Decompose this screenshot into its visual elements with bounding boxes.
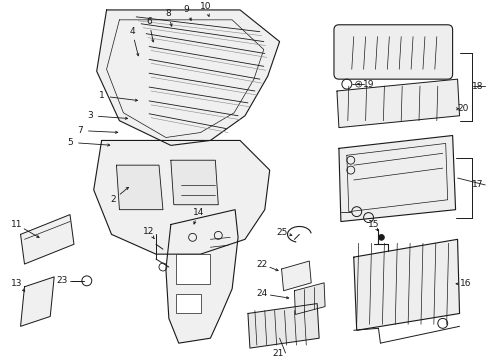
Text: 14: 14 — [192, 208, 204, 217]
Text: 16: 16 — [459, 279, 470, 288]
Text: 21: 21 — [271, 348, 283, 357]
Text: 8: 8 — [164, 9, 170, 18]
Polygon shape — [170, 160, 218, 205]
Text: 2: 2 — [110, 195, 116, 204]
Bar — [175, 294, 200, 314]
Polygon shape — [165, 210, 238, 343]
Polygon shape — [20, 215, 74, 264]
Text: 18: 18 — [470, 82, 482, 91]
Text: 15: 15 — [367, 220, 379, 229]
Polygon shape — [247, 303, 319, 348]
Text: 24: 24 — [256, 289, 267, 298]
Polygon shape — [336, 79, 459, 127]
Text: 12: 12 — [143, 227, 155, 236]
Text: 25: 25 — [275, 228, 286, 237]
FancyBboxPatch shape — [333, 25, 452, 79]
Polygon shape — [94, 140, 269, 254]
Polygon shape — [97, 10, 279, 145]
Polygon shape — [20, 277, 54, 326]
Polygon shape — [294, 283, 325, 314]
Text: 7: 7 — [77, 126, 82, 135]
Text: 20: 20 — [457, 104, 468, 113]
Text: 6: 6 — [146, 17, 152, 26]
Text: 10: 10 — [199, 3, 211, 12]
Polygon shape — [353, 239, 459, 330]
Text: 23: 23 — [56, 276, 68, 285]
Text: 3: 3 — [87, 111, 92, 120]
Text: 19: 19 — [362, 80, 373, 89]
Text: 5: 5 — [67, 138, 73, 147]
Text: 17: 17 — [470, 180, 482, 189]
Text: 1: 1 — [99, 91, 104, 100]
Polygon shape — [116, 165, 163, 210]
Circle shape — [378, 234, 384, 240]
Bar — [175, 254, 210, 284]
Text: 22: 22 — [256, 260, 267, 269]
Text: 11: 11 — [11, 220, 22, 229]
Polygon shape — [338, 135, 455, 221]
Text: 13: 13 — [11, 279, 22, 288]
Text: 4: 4 — [129, 27, 135, 36]
Text: 9: 9 — [183, 5, 189, 14]
Polygon shape — [281, 261, 310, 291]
